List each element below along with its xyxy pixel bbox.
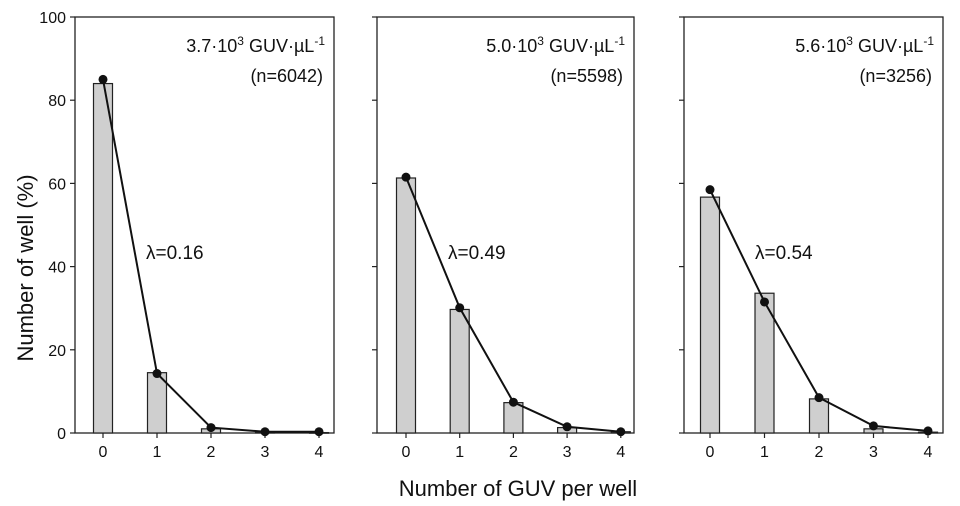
x-tick-label: 0 [706,444,715,461]
x-tick-label: 2 [815,444,824,461]
x-tick-label: 4 [616,444,625,461]
bar [699,196,721,434]
unit-exponent: -1 [923,34,934,48]
x-tick-label: 4 [315,444,324,461]
bar [503,402,524,434]
bar [808,398,830,434]
poisson-point [152,369,162,379]
bar [92,82,114,434]
poisson-point [814,393,824,403]
bar [395,177,417,434]
lambda-label: λ=0.16 [146,243,204,264]
x-tick-label: 0 [402,444,411,461]
concentration-label: 3.7·103 GUV·µL-1 [186,34,325,56]
poisson-point [260,427,270,437]
concentration-base: 5.6·10 [795,36,846,56]
concentration-exponent: 3 [537,34,544,48]
x-tick-label: 3 [563,444,572,461]
sample-size-label: (n=3256) [859,66,932,86]
concentration-label: 5.6·103 GUV·µL-1 [795,34,934,56]
unit-exponent: -1 [614,34,625,48]
x-tick-label: 3 [869,444,878,461]
bar [146,372,168,434]
concentration-base: 5.0·10 [486,36,537,56]
x-tick-label: 1 [153,444,162,461]
y-tick-label: 40 [48,260,66,277]
concentration-unit: GUV·µL [544,36,614,56]
y-tick-label: 60 [48,176,66,193]
bar [449,308,470,434]
poisson-point [508,397,518,407]
concentration-base: 3.7·10 [186,36,237,56]
y-tick-label: 100 [39,10,66,27]
x-tick-label: 2 [207,444,216,461]
panel-3: 0 1 2 3 45.6·103 GUV·µL-1(n=3256)λ=0.54 [679,16,944,461]
y-axis-label: Number of well (%) [13,174,38,361]
poisson-point [923,426,933,436]
x-tick-label: 1 [760,444,769,461]
poisson-point [616,427,626,437]
poisson-point [760,297,769,307]
poisson-point [455,303,465,313]
poisson-point [562,422,572,432]
sample-size-label: (n=5598) [550,66,623,86]
poisson-fit-line [102,79,319,433]
unit-exponent: -1 [314,34,325,48]
bar [754,292,775,434]
panel-2: 0 1 2 3 45.0·103 GUV·µL-1(n=5598)λ=0.49 [372,16,635,461]
concentration-unit: GUV·µL [244,36,314,56]
x-tick-label: 0 [99,444,108,461]
lambda-label: λ=0.54 [755,243,813,264]
concentration-label: 5.0·103 GUV·µL-1 [486,34,625,56]
poisson-point [98,74,108,84]
x-tick-label: 4 [924,444,933,461]
poisson-point [401,172,411,182]
concentration-exponent: 3 [237,34,244,48]
concentration-unit: GUV·µL [853,36,923,56]
poisson-point [206,423,216,433]
x-tick-label: 3 [261,444,270,461]
poisson-point [869,421,878,431]
y-tick-label: 80 [48,93,66,110]
y-tick-label: 0 [57,426,66,443]
concentration-exponent: 3 [846,34,853,48]
x-tick-label: 2 [509,444,518,461]
x-axis-label: Number of GUV per well [399,476,637,501]
poisson-point [314,427,324,437]
poisson-point [705,185,715,195]
y-tick-label: 20 [48,343,66,360]
poisson-fit-line [405,176,621,433]
sample-size-label: (n=6042) [250,66,323,86]
lambda-label: λ=0.49 [448,243,506,264]
x-tick-label: 1 [455,444,464,461]
